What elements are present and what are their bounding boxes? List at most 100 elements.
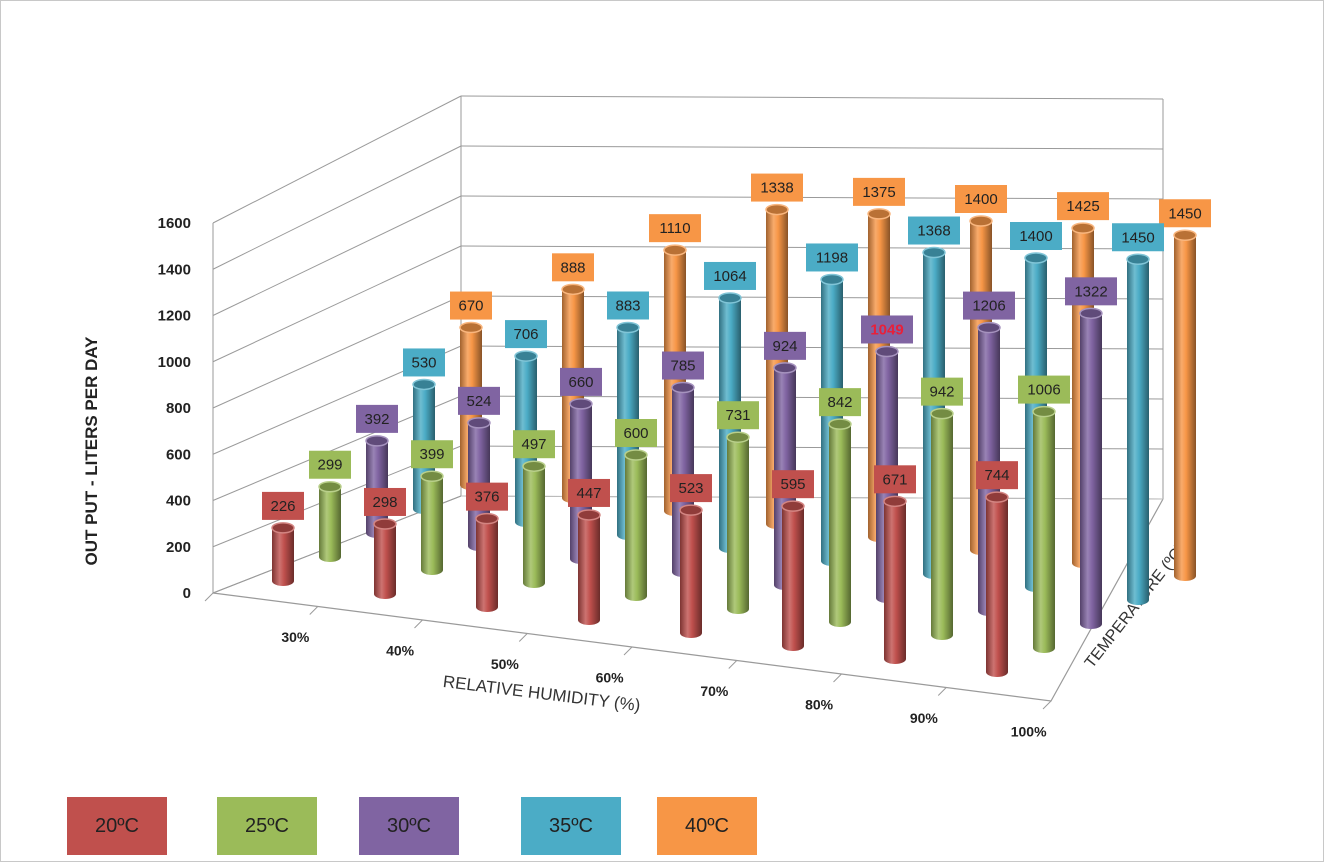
data-label-bg: [356, 404, 398, 433]
data-label: 1400: [1010, 222, 1062, 250]
data-label-text: 447: [576, 485, 601, 502]
data-label-text: 924: [772, 338, 797, 355]
column-25c-30pct: [318, 480, 342, 562]
column-25c-40pct: [420, 470, 444, 575]
data-label-bg: [908, 216, 960, 245]
data-label: 1400: [955, 185, 1007, 213]
column-top: [1126, 253, 1150, 265]
data-label: 376: [466, 482, 508, 511]
data-label-bg: [764, 331, 806, 360]
data-label: 497: [513, 430, 555, 459]
column-top: [577, 509, 601, 521]
column-top: [475, 512, 499, 525]
data-label-bg: [568, 478, 610, 507]
data-label-bg: [921, 377, 963, 406]
legend-label-35c: 35ºC: [549, 814, 593, 837]
x-tick: [728, 660, 738, 669]
column-top: [624, 449, 648, 461]
column-top: [420, 470, 444, 482]
legend-label-40c: 40ºC: [685, 814, 729, 837]
column-body: [1174, 235, 1196, 581]
data-label-bg: [615, 419, 657, 447]
data-label-bg: [411, 440, 453, 469]
data-label-bg: [662, 351, 704, 380]
data-label: 706: [505, 320, 547, 349]
column-top: [663, 244, 687, 256]
column-top: [616, 321, 640, 334]
gridline-back: [460, 95, 1164, 100]
data-label-text: 399: [419, 446, 444, 463]
column-body: [523, 466, 545, 588]
data-label-bg: [1057, 192, 1109, 221]
column-top: [459, 321, 483, 334]
data-label-bg: [364, 487, 406, 516]
data-label: 1049: [861, 315, 913, 344]
x-tick-label: 40%: [386, 642, 415, 658]
data-label: 888: [552, 253, 594, 282]
gridline-side: [212, 195, 462, 316]
data-label-text: 1368: [917, 223, 950, 240]
column-top: [820, 273, 844, 286]
column-top: [726, 431, 750, 443]
column-35c-100pct: [1126, 253, 1150, 605]
data-label: 226: [262, 491, 304, 520]
data-label: 524: [458, 386, 500, 415]
column-body: [1033, 411, 1055, 653]
data-label: 924: [764, 331, 806, 360]
column-body: [578, 514, 600, 625]
y-tick-label: 600: [166, 446, 191, 463]
data-label-bg: [262, 491, 304, 520]
data-label-text: 299: [317, 457, 342, 474]
x-tick: [623, 646, 633, 656]
data-label: 785: [662, 351, 704, 380]
data-label-text: 298: [372, 494, 397, 511]
column-top: [522, 460, 546, 472]
data-label: 1064: [704, 261, 756, 290]
column-top: [1173, 229, 1197, 241]
column-25c-90pct: [930, 407, 954, 640]
column-20c-50pct: [475, 512, 499, 612]
data-label: 298: [364, 487, 406, 516]
column-25c-50pct: [522, 460, 546, 588]
data-label-bg: [861, 315, 913, 344]
column-20c-30pct: [271, 522, 295, 586]
data-label-text: 1006: [1027, 382, 1060, 399]
data-label-text: 530: [411, 354, 436, 371]
legend-item-35c: 35ºC: [521, 797, 621, 855]
y-tick-label: 1000: [158, 354, 191, 371]
data-label: 595: [772, 470, 814, 499]
column-top: [365, 435, 389, 447]
data-label-text: 1198: [816, 249, 848, 266]
data-label-bg: [450, 291, 492, 320]
column-top: [569, 398, 593, 410]
data-label: 842: [819, 388, 861, 417]
gridline-back: [460, 195, 1164, 200]
column-30c-100pct: [1079, 307, 1103, 629]
data-label: 523: [670, 474, 712, 503]
data-label: 299: [309, 450, 351, 479]
y-tick-label: 1200: [158, 308, 191, 325]
data-label: 1425: [1057, 192, 1109, 221]
gridline-side: [212, 145, 462, 270]
data-label-bg: [1065, 277, 1117, 306]
legend-item-20c: 20ºC: [67, 797, 167, 855]
column-body: [625, 455, 647, 601]
data-label-bg: [704, 261, 756, 290]
data-label-text: 1110: [659, 220, 690, 237]
data-label-bg: [1018, 375, 1070, 404]
column-top: [765, 203, 789, 216]
data-label-text: 497: [521, 436, 546, 453]
data-label-text: 1425: [1066, 198, 1099, 215]
data-label-bg: [466, 482, 508, 511]
legend-item-40c: 40ºC: [657, 797, 757, 855]
data-label-bg: [607, 291, 649, 320]
column-20c-100pct: [985, 491, 1009, 677]
data-label-text: 1450: [1121, 229, 1154, 246]
data-label-bg: [403, 348, 445, 377]
data-label: 1338: [751, 173, 803, 202]
x-tick-label: 30%: [281, 629, 310, 645]
x-tick-label: 100%: [1011, 723, 1047, 739]
column-body: [727, 437, 749, 614]
column-20c-70pct: [679, 504, 703, 638]
data-label-text: 785: [670, 358, 695, 375]
